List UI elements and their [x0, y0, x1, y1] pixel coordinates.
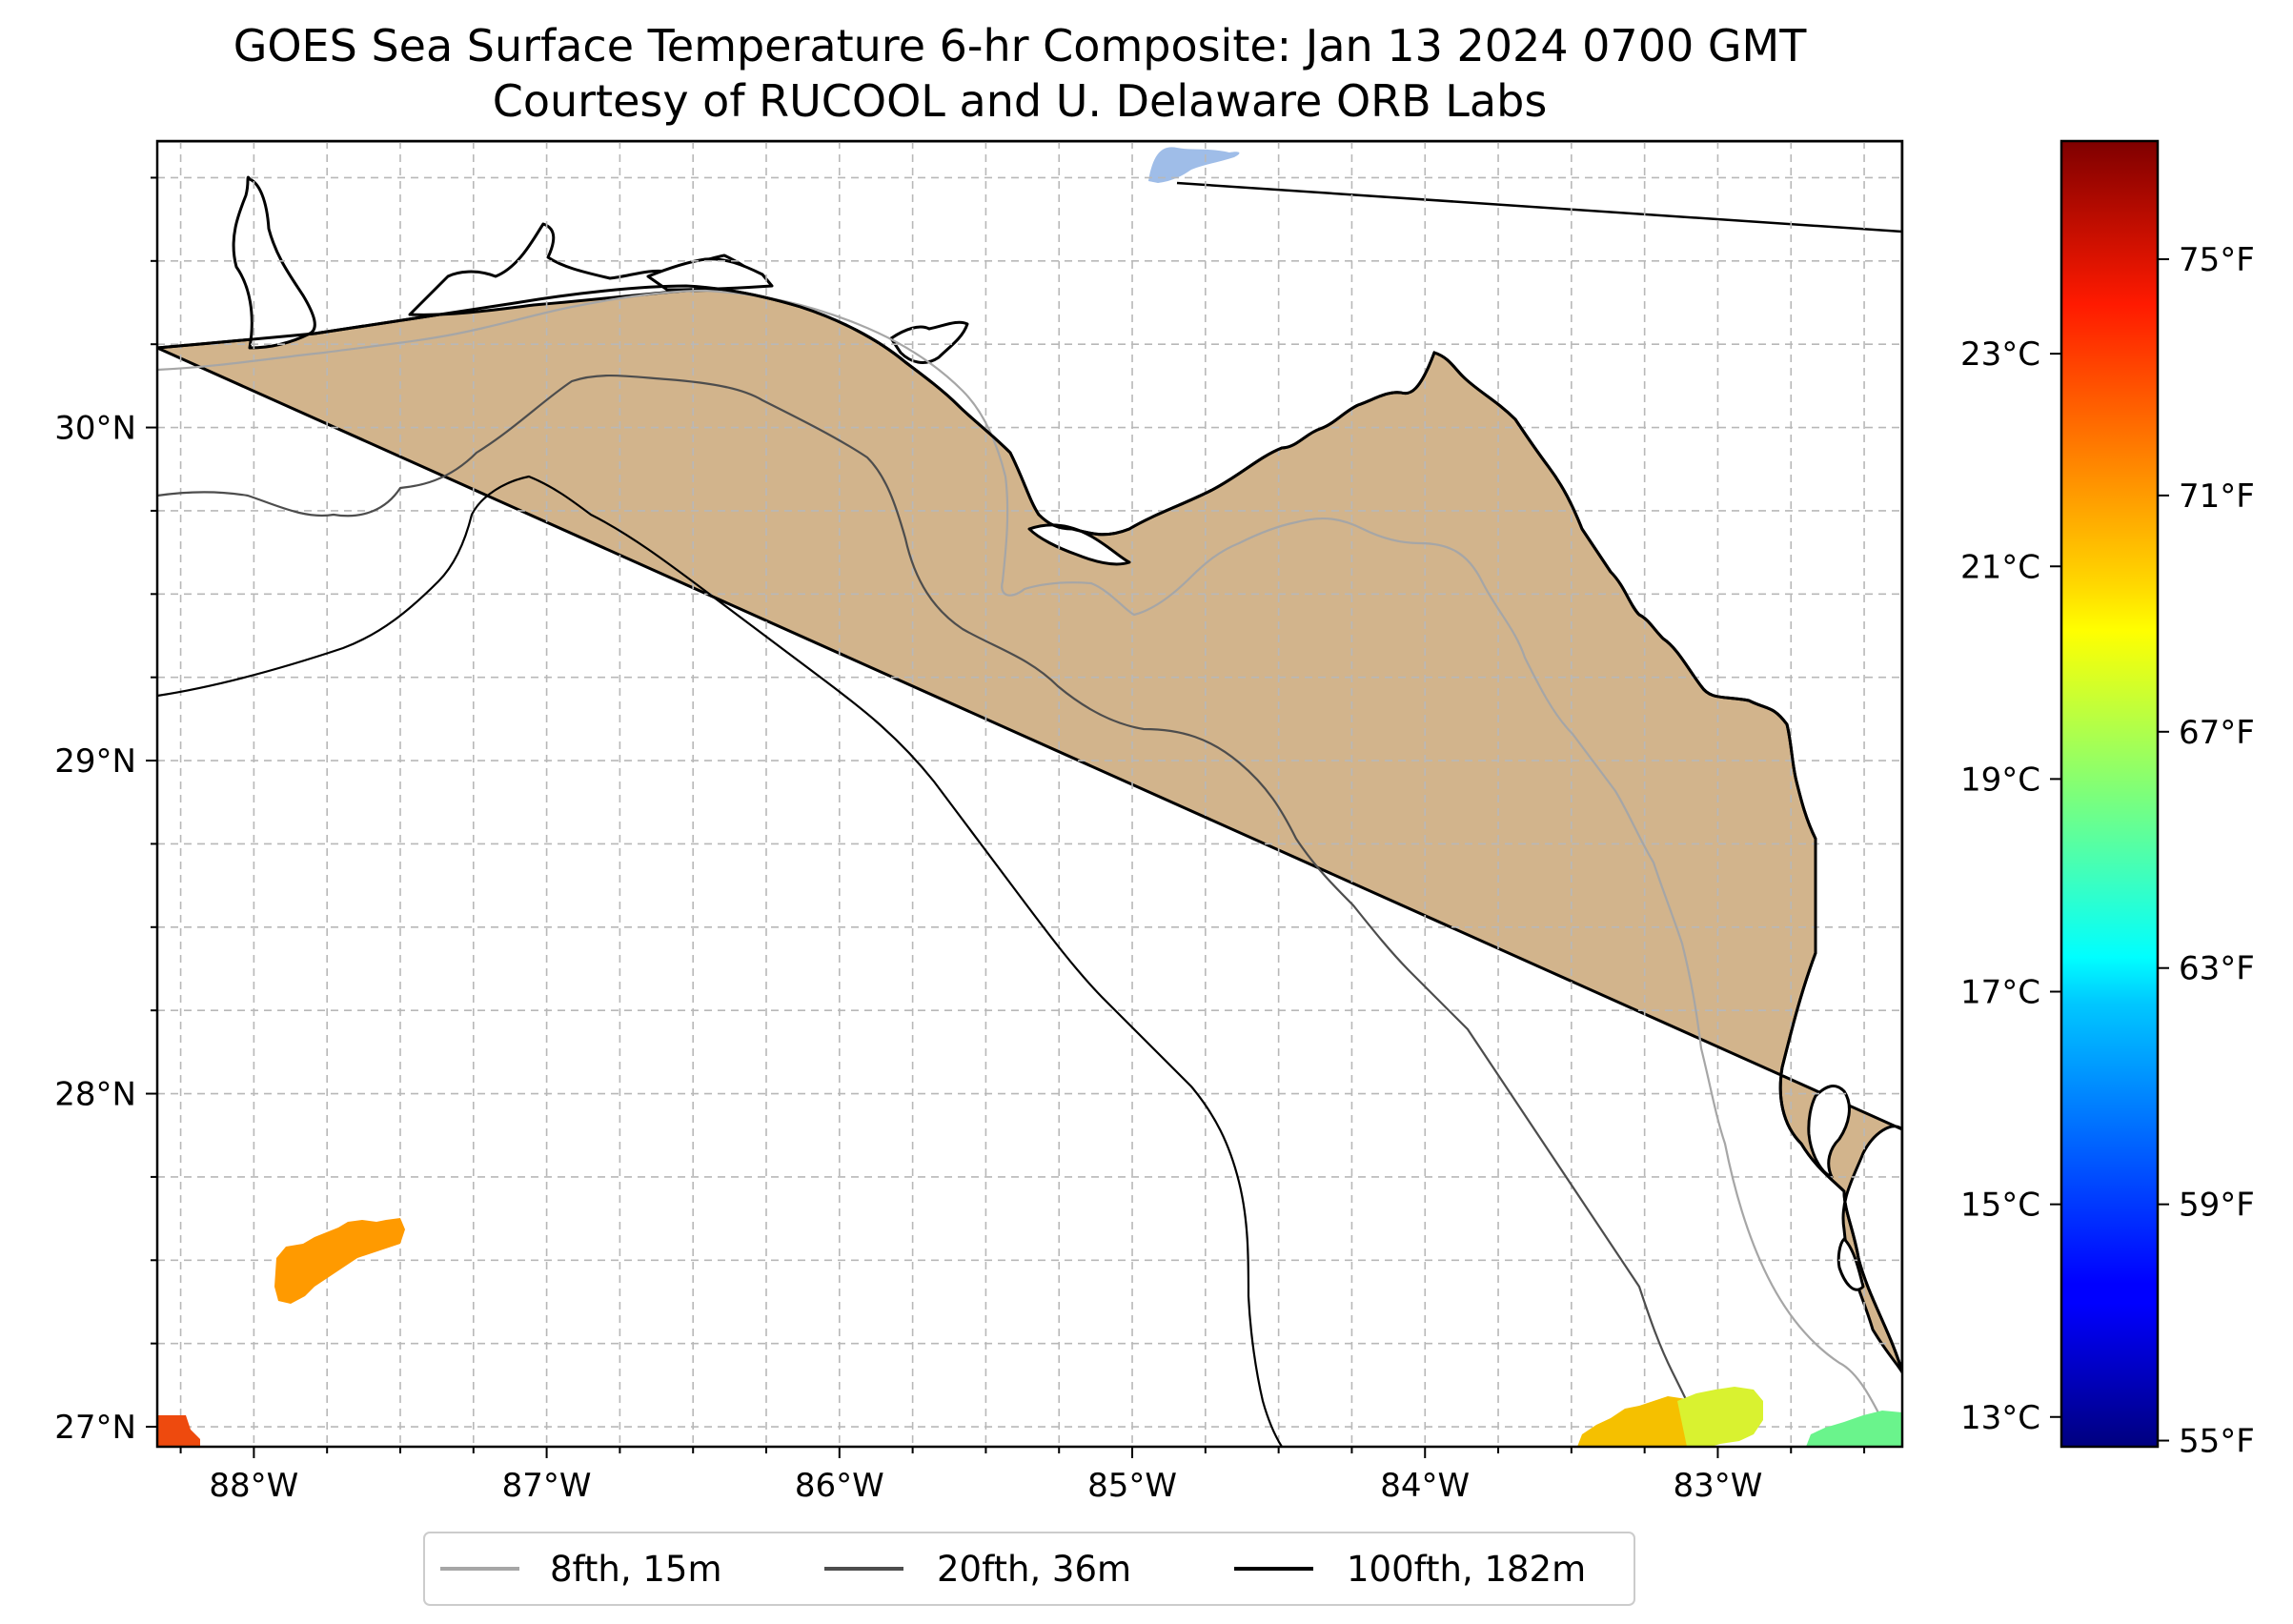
- lon-tick-label: 87°W: [502, 1467, 592, 1505]
- sst-patch-southeast-corner: [1806, 1411, 1902, 1447]
- colorbar-celsius-label: 21°C: [1960, 548, 2040, 586]
- lake-seminole: [1148, 147, 1240, 183]
- map-area: [157, 141, 1902, 1447]
- lon-tick-label: 86°W: [795, 1467, 884, 1505]
- colorbar-fahrenheit-label: 63°F: [2179, 950, 2255, 988]
- lon-tick-label: 85°W: [1087, 1467, 1177, 1505]
- colorbar-fahrenheit-label: 75°F: [2179, 241, 2255, 279]
- colorbar-celsius-label: 17°C: [1960, 974, 2040, 1012]
- map-title: GOES Sea Surface Temperature 6-hr Compos…: [233, 20, 1807, 71]
- tampa-bay: [1807, 1085, 1851, 1179]
- map-subtitle: Courtesy of RUCOOL and U. Delaware ORB L…: [493, 75, 1548, 127]
- legend-label-15m: 8fth, 15m: [550, 1549, 722, 1590]
- colorbar-fahrenheit-ticks: 75°F 71°F 67°F 63°F 59°F 55°F: [2158, 241, 2255, 1461]
- state-border: [1176, 181, 1902, 233]
- isobath-36m: [157, 374, 1708, 1447]
- lat-tick-label: 28°N: [54, 1076, 136, 1114]
- legend-box: [423, 1532, 1635, 1606]
- gridlines: [157, 141, 1902, 1447]
- colorbar-celsius-ticks: 23°C 21°C 19°C 17°C 15°C 13°C: [1960, 335, 2061, 1437]
- map-frame: [155, 139, 1904, 1449]
- sst-patch-south-83w: [1577, 1396, 1706, 1447]
- sst-patches: [157, 1218, 1902, 1447]
- lon-tick-label: 84°W: [1380, 1467, 1470, 1505]
- colorbar-fahrenheit-label: 71°F: [2179, 477, 2255, 516]
- lat-tick-label: 30°N: [54, 410, 136, 448]
- colorbar: 23°C 21°C 19°C 17°C 15°C 13°C 75°F 71°F 67°F 63°…: [1960, 139, 2255, 1461]
- coastline-overlay: [157, 284, 1902, 1373]
- lon-tick-label: 88°W: [209, 1467, 298, 1505]
- isobath-15m: [157, 289, 1897, 1447]
- colorbar-celsius-label: 15°C: [1960, 1187, 2040, 1225]
- legend-label-182m: 100fth, 182m: [1347, 1549, 1586, 1590]
- colorbar-fahrenheit-label: 55°F: [2179, 1423, 2255, 1461]
- colorbar-celsius-label: 13°C: [1960, 1399, 2040, 1437]
- lat-tick-label: 27°N: [54, 1409, 136, 1447]
- colorbar-celsius-label: 19°C: [1960, 761, 2040, 799]
- sst-patch-south-829w: [1677, 1387, 1763, 1447]
- latitude-axis: 27°N 28°N 29°N 30°N: [54, 176, 157, 1447]
- lon-tick-label: 83°W: [1674, 1467, 1763, 1505]
- lat-tick-label: 29°N: [54, 742, 136, 781]
- apalachicola-bay: [1027, 523, 1131, 566]
- colorbar-celsius-label: 23°C: [1960, 335, 2040, 374]
- legend-label-36m: 20fth, 36m: [937, 1549, 1131, 1590]
- charlotte-harbor: [1836, 1237, 1865, 1291]
- colorbar-fahrenheit-label: 67°F: [2179, 714, 2255, 752]
- isobath-182m: [157, 475, 1283, 1447]
- sst-patch-southwest-corner: [157, 1415, 200, 1447]
- colorbar-gradient: [2060, 139, 2160, 1449]
- st-andrew-bay: [889, 320, 969, 364]
- sst-patch-offshore-west: [274, 1218, 405, 1304]
- colorbar-fahrenheit-label: 59°F: [2179, 1187, 2255, 1225]
- longitude-axis: 88°W 87°W 86°W 85°W 84°W 83°W: [179, 1447, 1866, 1505]
- legend: 8fth, 15m 20fth, 36m 100fth, 182m: [423, 1532, 1635, 1606]
